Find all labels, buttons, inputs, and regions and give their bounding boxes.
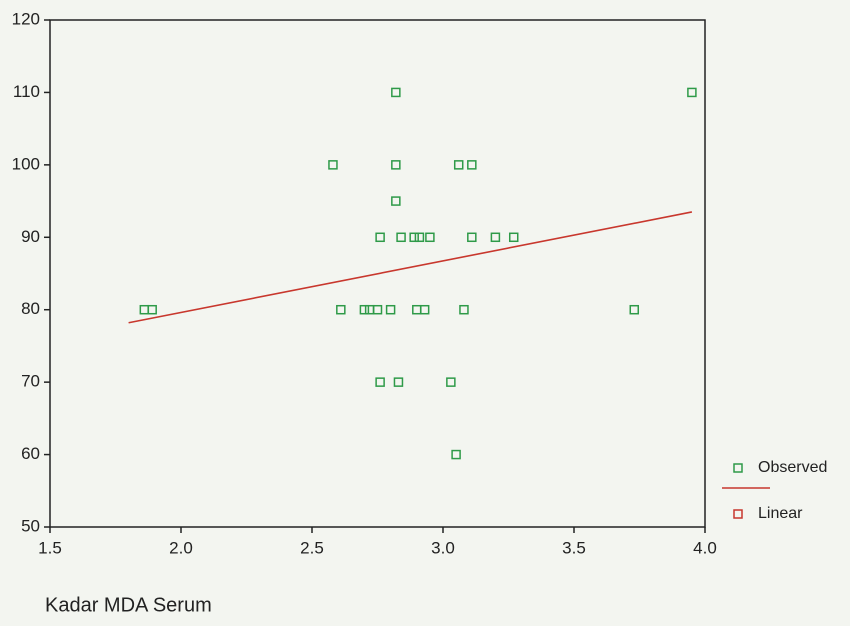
x-tick-label: 3.0 [431, 538, 455, 557]
point [393, 377, 404, 387]
point [508, 232, 519, 243]
legend-label: Observed [758, 459, 827, 476]
legend-label: Linear [758, 505, 803, 522]
point [375, 377, 385, 387]
y-tick-label: 80 [21, 299, 40, 318]
point [364, 304, 375, 315]
y-tick-label: 120 [12, 9, 40, 28]
point [419, 304, 430, 315]
x-axis-title: Kadar MDA Serum [45, 594, 212, 616]
point [147, 304, 157, 315]
point [328, 160, 338, 170]
y-tick-label: 50 [21, 516, 40, 535]
point [467, 232, 477, 243]
point [139, 304, 150, 315]
y-tick-label: 70 [21, 372, 40, 391]
x-tick-label: 2.0 [169, 538, 193, 557]
point [490, 232, 501, 243]
legend-marker [733, 509, 743, 519]
point [414, 232, 425, 243]
point [446, 377, 456, 387]
point [451, 449, 461, 460]
point [459, 304, 469, 315]
x-tick-label: 2.5 [300, 538, 324, 557]
y-tick-label: 110 [13, 82, 40, 101]
point [409, 232, 419, 243]
point [629, 304, 640, 315]
plot-frame [49, 19, 706, 528]
point [687, 87, 697, 98]
x-tick-label: 1.5 [38, 538, 62, 557]
point [359, 304, 370, 315]
point [412, 304, 422, 315]
point [391, 196, 401, 206]
fit-line [128, 211, 693, 324]
point [391, 160, 401, 170]
point [372, 304, 383, 315]
y-tick-label: 100 [12, 154, 40, 173]
y-tick-label: 60 [21, 444, 40, 463]
point [375, 232, 385, 243]
point [336, 304, 346, 315]
point [467, 160, 477, 170]
point [425, 232, 435, 243]
point [453, 160, 464, 170]
point [385, 304, 396, 315]
x-tick-label: 4.0 [693, 538, 717, 557]
point [391, 87, 401, 98]
legend-marker [733, 463, 743, 473]
x-tick-label: 3.5 [562, 538, 586, 557]
point [396, 232, 406, 243]
y-tick-label: 90 [21, 227, 40, 246]
